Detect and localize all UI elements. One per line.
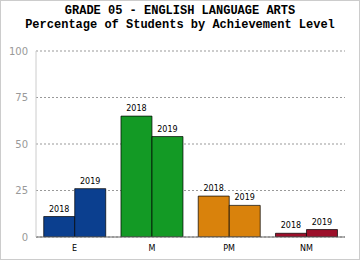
svg-text:100: 100	[9, 46, 28, 57]
svg-text:2018: 2018	[49, 205, 69, 214]
svg-text:2018: 2018	[204, 184, 224, 193]
svg-text:E: E	[72, 244, 77, 253]
svg-text:NM: NM	[300, 244, 313, 253]
svg-text:2019: 2019	[312, 218, 332, 227]
svg-text:0: 0	[22, 232, 28, 243]
svg-text:2019: 2019	[235, 193, 255, 202]
svg-text:2018: 2018	[281, 221, 301, 230]
svg-text:PM: PM	[223, 244, 235, 253]
svg-text:75: 75	[15, 92, 28, 103]
svg-text:2019: 2019	[157, 125, 177, 134]
svg-text:M: M	[148, 244, 155, 253]
svg-text:25: 25	[15, 185, 28, 196]
html-text:Percentage of Students by Achi: Percentage of Students by Achievement Le…	[25, 18, 335, 32]
svg-text:50: 50	[15, 139, 28, 150]
svg-text:2018: 2018	[126, 104, 146, 113]
html-text:GRADE 05 - ENGLISH LANGUAGE AR: GRADE 05 - ENGLISH LANGUAGE ARTS	[64, 4, 296, 18]
svg-text:2019: 2019	[80, 177, 100, 186]
